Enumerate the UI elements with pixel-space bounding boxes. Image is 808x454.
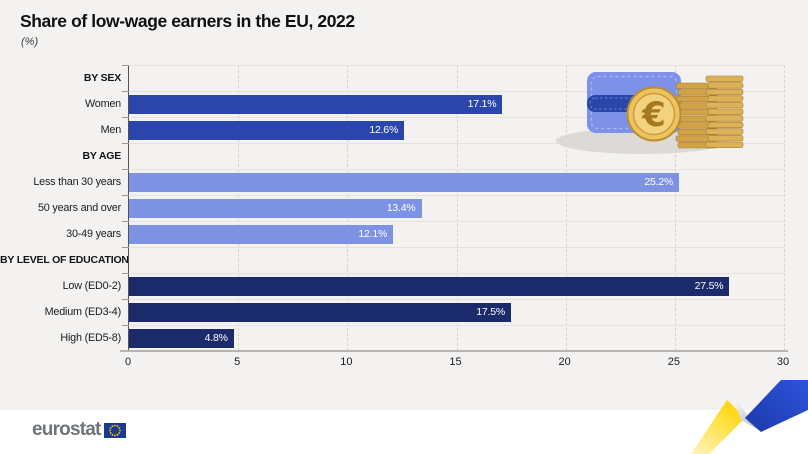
plot-area: 17.1% 12.6% 25.2% 13.4% 12.1% 27.5% 17.5… [122, 65, 785, 352]
row-separator [129, 195, 784, 196]
eu-flag-icon [103, 422, 126, 438]
bar: 27.5% [129, 276, 730, 296]
gridline [784, 65, 785, 351]
category-label: Low (ED0-2) [62, 280, 122, 292]
category-label: Women [84, 98, 121, 110]
axis-tick [122, 65, 129, 66]
x-tick-label: 25 [667, 356, 680, 368]
bar-value-label: 4.8% [204, 332, 228, 344]
footer-bar: eurostat [0, 410, 808, 454]
row-separator [129, 273, 784, 274]
x-tick-label: 5 [234, 356, 241, 368]
bar-value-label: 27.5% [694, 280, 724, 292]
row-separator [129, 325, 784, 326]
wallet-with-euro-coins-icon: € [556, 72, 744, 154]
bar-value-label: 17.1% [467, 98, 497, 110]
row-separator [129, 247, 784, 248]
row-separator [129, 169, 784, 170]
axis-tick [122, 273, 129, 274]
group-header: BY AGE [82, 150, 122, 162]
group-header: BY SEX [83, 72, 121, 84]
axis-tick [122, 299, 129, 300]
row-separator [129, 221, 784, 222]
euro-coin-icon: € [626, 86, 682, 142]
category-label: 50 years and over [37, 202, 121, 214]
row-separator [129, 299, 784, 300]
svg-text:€: € [641, 95, 666, 135]
category-label: 30-49 years [66, 228, 121, 240]
axis-tick [122, 221, 129, 222]
chart-subtitle: (%) [21, 36, 39, 48]
eurostat-logo: eurostat [32, 419, 126, 441]
x-tick-label: 15 [449, 356, 462, 368]
bar: 12.6% [129, 120, 405, 140]
category-label: Medium (ED3-4) [44, 306, 122, 318]
category-label: High (ED5-8) [60, 332, 121, 344]
axis-tick [122, 91, 129, 92]
axis-tick [122, 143, 129, 144]
bar: 17.5% [129, 302, 512, 322]
bar: 25.2% [129, 172, 680, 192]
eurostat-logo-text: eurostat [32, 419, 101, 440]
category-label: Less than 30 years [33, 176, 121, 188]
gridline [565, 65, 567, 351]
bar: 17.1% [129, 94, 503, 114]
x-tick-label: 30 [776, 356, 790, 368]
x-tick-label: 10 [340, 356, 353, 368]
bar-value-label: 17.5% [476, 306, 506, 318]
bar: 13.4% [129, 198, 422, 218]
group-header: BY LEVEL OF EDUCATION [0, 254, 129, 266]
axis-tick [122, 325, 129, 326]
row-separator [129, 91, 784, 92]
x-tick-label: 20 [558, 356, 571, 368]
category-label: Men [100, 124, 122, 136]
bar: 4.8% [129, 328, 234, 348]
axis-tick [122, 169, 129, 170]
chart-title: Share of low-wage earners in the EU, 202… [20, 11, 355, 31]
x-axis-line [120, 350, 788, 352]
row-separator [129, 117, 784, 118]
bar-value-label: 25.2% [644, 176, 674, 188]
axis-tick [122, 247, 129, 248]
gridline [456, 65, 458, 351]
yellow-blue-ribbon-decoration [691, 380, 808, 454]
gridline [674, 65, 676, 351]
bar-value-label: 13.4% [386, 202, 416, 214]
coin-stack [675, 75, 744, 149]
x-tick-label: 0 [124, 356, 132, 368]
axis-tick [122, 117, 129, 118]
bar: 12.1% [129, 224, 394, 244]
row-separator [129, 65, 784, 66]
bar-value-label: 12.6% [369, 124, 399, 136]
row-separator [129, 143, 784, 144]
axis-tick [122, 195, 129, 196]
bar-value-label: 12.1% [358, 228, 388, 240]
